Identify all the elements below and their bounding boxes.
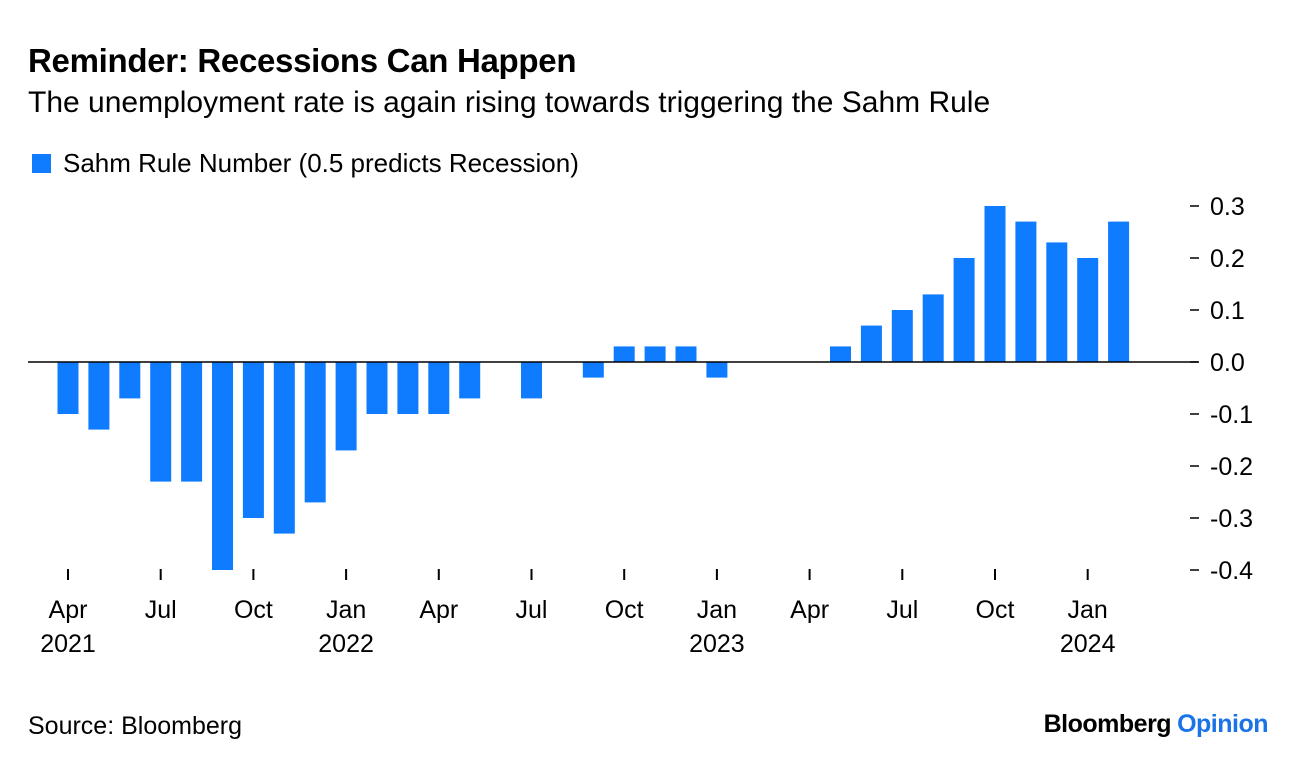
- brand-section: Opinion: [1177, 710, 1268, 738]
- bar-2021-08: [181, 362, 203, 482]
- bar-2023-11: [1015, 221, 1037, 362]
- x-year-label: 2021: [40, 630, 96, 658]
- bar-2022-10: [613, 346, 635, 362]
- bar-2023-09: [953, 258, 975, 362]
- x-tick-label: Oct: [234, 596, 273, 624]
- x-tick-label: Jul: [516, 596, 548, 624]
- bar-2021-06: [119, 362, 141, 399]
- bar-2022-01: [335, 362, 357, 451]
- y-tick-label: 0.3: [1210, 193, 1245, 221]
- bar-2022-09: [582, 362, 604, 378]
- bar-2022-07: [521, 362, 542, 399]
- x-tick-label: Jan: [697, 596, 737, 624]
- x-tick-label: Jul: [145, 596, 177, 624]
- bar-2021-12: [304, 362, 326, 503]
- y-tick-label: 0.1: [1210, 297, 1245, 325]
- bar-2023-06: [860, 325, 882, 362]
- y-tick-label: 0.0: [1210, 349, 1245, 377]
- x-tick-label: Jan: [1068, 596, 1108, 624]
- bar-2021-04: [57, 362, 79, 414]
- y-axis: 0.3 0.2 0.1 0.0 -0.1 -0.2 -0.3 -0.4: [1190, 193, 1253, 585]
- y-tick-label: 0.2: [1210, 245, 1245, 273]
- bar-2022-05: [459, 362, 481, 399]
- bar-2023-12: [1046, 242, 1068, 362]
- legend-label: Sahm Rule Number (0.5 predicts Recession…: [63, 148, 579, 178]
- bar-2021-07: [150, 362, 172, 482]
- x-tick-label: Oct: [976, 596, 1015, 624]
- y-tick-label: -0.2: [1210, 453, 1253, 481]
- x-year-label: 2023: [689, 630, 745, 658]
- y-tick-label: -0.3: [1210, 505, 1253, 533]
- bar-2023-01: [706, 362, 728, 378]
- x-year-label: 2022: [318, 630, 374, 658]
- source-note: Source: Bloomberg: [28, 712, 243, 740]
- chart-title: Reminder: Recessions Can Happen: [28, 42, 577, 79]
- x-tick-label: Apr: [49, 596, 88, 624]
- bar-2023-07: [891, 310, 913, 362]
- x-tick-label: Jul: [886, 596, 918, 624]
- x-axis: Apr 2021 Jul Oct Jan 2022 Apr Jul Oct Jan 2023 Apr J…: [40, 569, 1116, 658]
- x-year-label: 2024: [1060, 630, 1116, 658]
- brand-logo: Bloomberg Opinion: [1043, 710, 1269, 739]
- brand-name: Bloomberg: [1043, 710, 1172, 738]
- bar-2024-02: [1108, 221, 1130, 362]
- x-tick-label: Oct: [605, 596, 644, 624]
- bar-2023-05: [830, 346, 851, 362]
- x-tick-label: Jan: [326, 596, 366, 624]
- bar-2021-10: [242, 362, 264, 518]
- y-tick-label: -0.1: [1210, 401, 1253, 429]
- bar-2021-09: [212, 362, 233, 570]
- x-tick-label: Apr: [419, 596, 458, 624]
- bar-2021-11: [273, 362, 295, 534]
- bar-2023-10: [984, 206, 1006, 362]
- y-tick-label: -0.4: [1210, 557, 1253, 585]
- bar-2022-03: [397, 362, 419, 414]
- bar-2022-04: [428, 362, 450, 414]
- bar-2023-08: [922, 294, 944, 362]
- bar-2022-02: [366, 362, 388, 414]
- bar-2024-01: [1077, 258, 1099, 362]
- bars-group: [57, 206, 1130, 570]
- chart-subtitle: The unemployment rate is again rising to…: [28, 86, 991, 119]
- legend-swatch: [32, 154, 51, 173]
- bar-2022-11: [644, 346, 666, 362]
- bar-2022-12: [675, 346, 697, 362]
- x-tick-label: Apr: [790, 596, 829, 624]
- bar-2021-05: [88, 362, 110, 430]
- legend: Sahm Rule Number (0.5 predicts Recession…: [32, 148, 579, 179]
